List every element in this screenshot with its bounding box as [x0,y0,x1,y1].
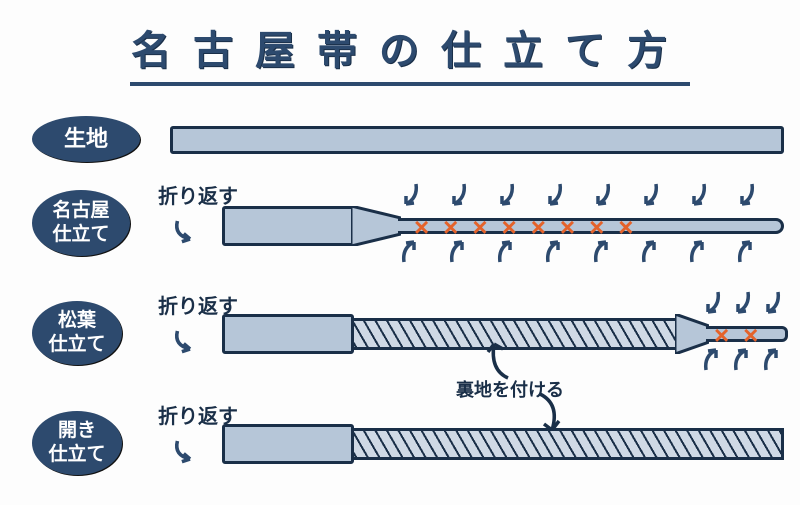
lining-arrow-up-icon [480,336,520,380]
arrow-up-icon [760,344,784,372]
fabric-bar [170,126,784,154]
arrow-down-icon [730,290,754,318]
arrow-up-icon [494,236,518,264]
matsuba-wide [222,314,354,354]
row-nagoya: 名古屋 仕立て 折り返す ×××××××× [0,178,800,268]
arrow-down-icon [398,182,422,210]
arrow-up-icon [398,236,422,264]
label-fabric: 生地 [32,116,140,162]
fold-arrow-icon [172,432,208,468]
row-hiraki: 開き 仕立て 折り返す [0,398,800,488]
arrow-up-icon [542,236,566,264]
label-matsuba: 松葉 仕立て [32,301,122,365]
arrow-down-icon [638,182,662,210]
arrow-up-icon [700,344,724,372]
arrow-up-icon [590,236,614,264]
page-title: 名古屋帯の仕立て方 [130,18,690,86]
arrow-down-icon [446,182,470,210]
arrow-down-icon [590,182,614,210]
arrow-down-icon [734,182,758,210]
arrow-up-icon [734,236,758,264]
label-nagoya: 名古屋 仕立て [32,190,130,256]
fold-arrow-icon [172,322,208,358]
row-fabric: 生地 [0,94,800,184]
label-hiraki: 開き 仕立て [32,411,122,475]
arrow-down-icon [494,182,518,210]
arrow-down-icon [760,290,784,318]
nagoya-wide [222,206,354,246]
hiraki-wide [222,424,354,464]
arrow-up-icon [686,236,710,264]
fold-note-1: 折り返す [158,180,238,209]
row-matsuba: 松葉 仕立て 折り返す ×× [0,288,800,378]
arrow-down-icon [686,182,710,210]
arrow-down-icon [542,182,566,210]
lining-arrow-down-icon [530,392,570,436]
arrow-down-icon [700,290,724,318]
arrow-up-icon [446,236,470,264]
arrow-up-icon [638,236,662,264]
arrow-up-icon [730,344,754,372]
fold-arrow-icon [172,212,208,248]
nagoya-taper [351,206,401,246]
